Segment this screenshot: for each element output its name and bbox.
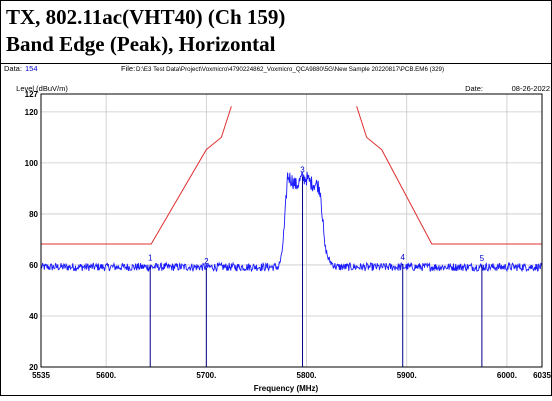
file-label: File: [121, 64, 135, 73]
date-label: Date: [465, 84, 483, 93]
y-axis-label: Level (dBuV/m) [16, 84, 68, 93]
test-subtitle: Band Edge (Peak), Horizontal [6, 32, 276, 56]
x-tick-label: 5800. [297, 371, 317, 380]
title-divider [0, 63, 552, 64]
y-tick-label: 40 [29, 312, 38, 321]
data-value: 154 [25, 64, 38, 73]
marker-3-label: 3 [300, 166, 305, 175]
y-tick-label: 60 [29, 261, 38, 270]
marker-5-label: 5 [480, 254, 485, 263]
limit-line [356, 106, 542, 245]
y-tick-label: 120 [25, 108, 39, 117]
data-label: Data: [4, 64, 22, 73]
marker-1-label: 1 [148, 254, 153, 263]
y-tick-label: 127 [25, 90, 39, 99]
x-tick-label: 5600. [96, 371, 116, 380]
date-value: 08-26-2022 [512, 84, 550, 93]
chart-area: Data: 154 File: D:\E3 Test Data\Project\… [0, 64, 552, 396]
x-tick-label: 6000. [497, 371, 517, 380]
marker-4-label: 4 [400, 253, 405, 262]
test-title: TX, 802.11ac(VHT40) (Ch 159) [6, 5, 286, 29]
y-tick-label: 100 [25, 159, 39, 168]
trace-layer [40, 171, 543, 273]
y-tick-label: 80 [29, 210, 38, 219]
file-path: D:\E3 Test Data\Project\Voxmicro\4790224… [136, 66, 444, 73]
marker-2-label: 2 [204, 257, 209, 266]
x-tick-label: 5700. [196, 371, 216, 380]
marker-layer: 1 2 3 4 5 [148, 166, 485, 367]
spectrum-trace [40, 171, 543, 273]
x-axis-label: Frequency (MHz) [254, 384, 319, 393]
x-tick-label: 5900. [397, 371, 417, 380]
x-tick-label: 6035 [533, 371, 551, 380]
plot-border [40, 93, 543, 368]
grid-layer [40, 93, 543, 368]
x-tick-label: 5535 [32, 371, 50, 380]
limit-line [41, 106, 232, 245]
limit-layer [41, 106, 542, 245]
band-edge-chart: Data: 154 File: D:\E3 Test Data\Project\… [4, 64, 552, 393]
y-tick-label: 20 [29, 363, 38, 372]
axis-layer: 5535 5600. 5700. 5800. 5900. 6000. 6035 20 40 60 8… [25, 90, 552, 380]
